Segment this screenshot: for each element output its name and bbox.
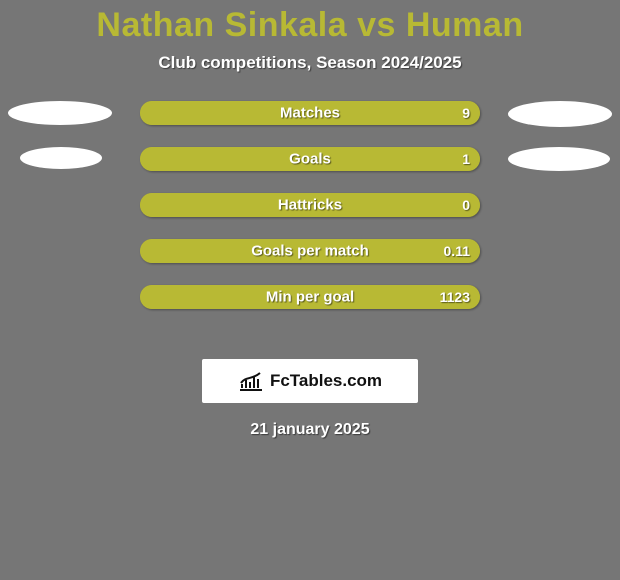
stat-value: 0 — [462, 197, 470, 213]
branding-box: FcTables.com — [202, 359, 418, 403]
content: Nathan Sinkala vs Human Club competition… — [0, 0, 620, 439]
stat-label: Matches — [140, 105, 480, 122]
stat-value: 1123 — [440, 289, 470, 305]
stat-label: Hattricks — [140, 197, 480, 214]
stat-row: Matches9 — [140, 101, 480, 125]
page-title: Nathan Sinkala vs Human — [0, 0, 620, 45]
right-markers — [508, 101, 612, 171]
marker-ellipse — [20, 147, 102, 169]
stat-row: Goals per match0.11 — [140, 239, 480, 263]
branding-chart-icon — [238, 370, 264, 392]
subtitle: Club competitions, Season 2024/2025 — [0, 53, 620, 73]
branding-text: FcTables.com — [270, 371, 382, 391]
stat-value: 0.11 — [444, 243, 470, 259]
marker-ellipse — [8, 101, 112, 125]
stat-value: 1 — [462, 151, 470, 167]
stat-value: 9 — [462, 105, 470, 121]
date-label: 21 january 2025 — [0, 421, 620, 439]
stat-bars: Matches9Goals1Hattricks0Goals per match0… — [140, 101, 480, 331]
stat-label: Goals per match — [140, 243, 480, 260]
stat-row: Goals1 — [140, 147, 480, 171]
comparison-stage: Matches9Goals1Hattricks0Goals per match0… — [0, 101, 620, 341]
stat-row: Hattricks0 — [140, 193, 480, 217]
marker-ellipse — [508, 147, 610, 171]
stat-row: Min per goal1123 — [140, 285, 480, 309]
stat-label: Goals — [140, 151, 480, 168]
stat-label: Min per goal — [140, 289, 480, 306]
marker-ellipse — [508, 101, 612, 127]
left-markers — [8, 101, 112, 169]
